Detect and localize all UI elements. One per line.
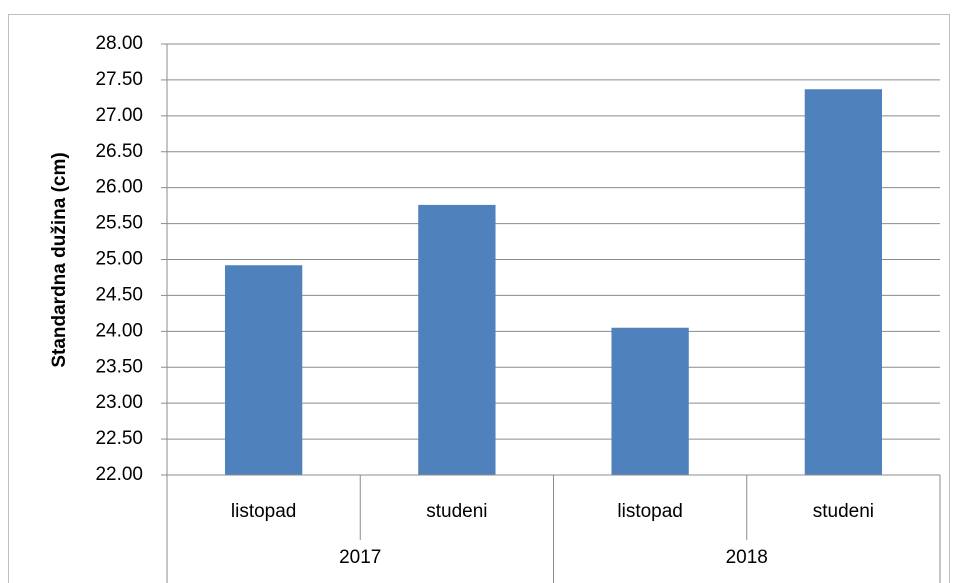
y-tick-label: 28.00 — [95, 33, 143, 54]
y-tick-label: 24.00 — [95, 320, 143, 341]
y-tick-label: 27.00 — [95, 105, 143, 126]
y-tick-label: 26.50 — [95, 141, 143, 162]
group-label: 2017 — [339, 547, 381, 568]
y-tick-label: 22.00 — [95, 464, 143, 485]
x-tick-label: studeni — [426, 501, 487, 522]
bar — [804, 89, 883, 475]
y-tick-label: 27.50 — [95, 69, 143, 90]
bar — [224, 265, 303, 475]
group-label: 2018 — [726, 547, 768, 568]
bar — [418, 204, 496, 475]
x-tick-label: listopad — [231, 501, 297, 522]
y-tick-label: 24.50 — [95, 284, 143, 305]
bar — [611, 327, 689, 475]
chart-frame — [8, 14, 950, 583]
y-axis-label: Standardna dužina (cm) — [49, 152, 70, 367]
y-tick-label: 22.50 — [95, 428, 143, 449]
y-tick-label: 23.50 — [95, 356, 143, 377]
y-tick-label: 25.00 — [95, 249, 143, 270]
x-tick-label: listopad — [617, 501, 683, 522]
y-tick-label: 23.00 — [95, 392, 143, 413]
y-tick-label: 26.00 — [95, 177, 143, 198]
x-tick-label: studeni — [813, 501, 874, 522]
y-tick-label: 25.50 — [95, 213, 143, 234]
